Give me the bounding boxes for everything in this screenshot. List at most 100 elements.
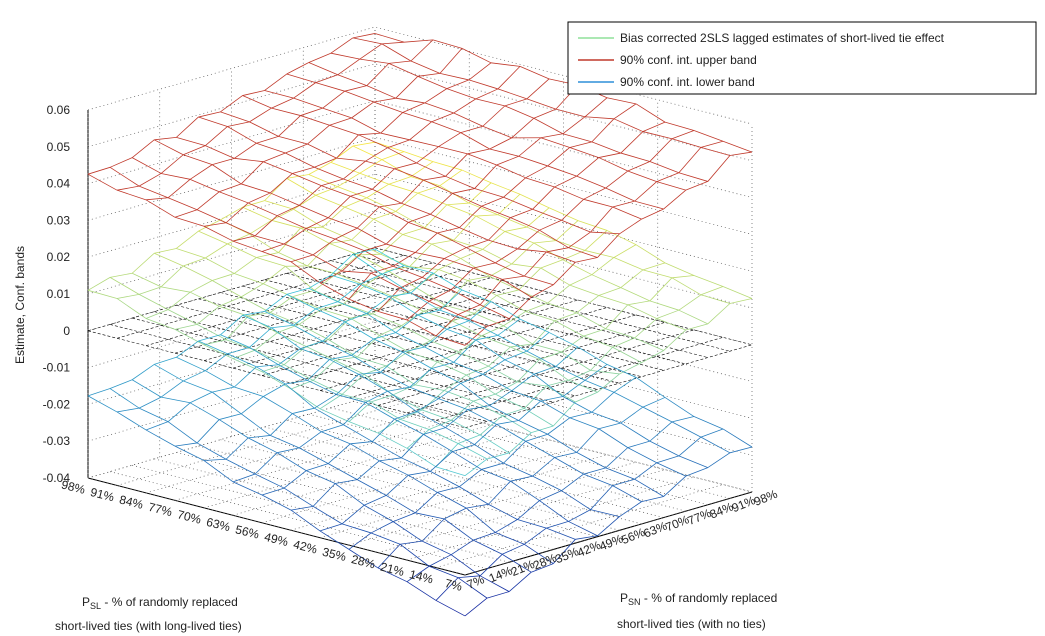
surface-mesh-line	[263, 383, 286, 397]
surface-mesh-line	[203, 339, 227, 346]
surface-mesh-line	[555, 240, 586, 251]
surface-mesh-line	[421, 518, 445, 542]
surface-mesh-line	[379, 334, 409, 353]
surface-mesh-line	[357, 227, 387, 245]
surface-mesh-line	[524, 543, 554, 564]
surface-mesh-line	[395, 332, 425, 348]
surface-mesh-line	[131, 252, 155, 274]
surface-mesh-line	[466, 507, 496, 533]
surface-mesh-line	[87, 395, 118, 413]
surface-mesh-line	[341, 393, 372, 403]
surface-mesh-line	[474, 188, 504, 198]
surface-mesh-line	[131, 272, 162, 288]
surface-mesh-line	[160, 265, 184, 288]
surface-mesh-line	[504, 105, 535, 119]
surface-mesh-line	[380, 234, 403, 255]
surface-mesh-line	[453, 339, 477, 363]
floor-gridline	[264, 426, 642, 525]
surface-mesh-line	[409, 266, 439, 270]
surface-mesh-line	[519, 318, 550, 333]
surface-mesh-line	[468, 202, 499, 216]
surface-mesh-line	[189, 280, 213, 293]
surface-mesh-line	[212, 164, 242, 185]
surface-mesh-line	[583, 328, 606, 337]
surface-mesh-line	[138, 396, 162, 409]
surface-mesh-line	[254, 215, 278, 237]
surface-mesh-line	[319, 523, 343, 532]
surface-mesh-line	[299, 204, 329, 219]
surface-mesh-line	[511, 263, 541, 269]
surface-mesh-line	[305, 217, 329, 229]
surface-mesh-line	[373, 338, 403, 353]
surface-mesh-line	[254, 332, 278, 351]
surface-mesh-line	[539, 219, 562, 231]
surface-mesh-line	[357, 356, 387, 367]
surface-mesh-line	[336, 393, 366, 403]
surface-mesh-line	[590, 206, 613, 233]
surface-mesh-line	[421, 258, 445, 278]
surface-mesh-line	[138, 407, 169, 423]
surface-mesh-line	[176, 230, 199, 249]
surface-mesh-line	[212, 157, 235, 166]
surface-mesh-line	[292, 166, 315, 174]
surface-mesh-line	[446, 320, 470, 330]
surface-mesh-line	[584, 116, 614, 120]
surface-mesh-line	[546, 247, 569, 253]
surface-mesh-line	[401, 325, 431, 342]
floor-gridline	[261, 439, 550, 524]
surface-mesh-line	[486, 318, 510, 327]
surface-mesh-line	[300, 227, 330, 244]
surface-mesh-line	[438, 146, 468, 155]
surface-mesh-line	[450, 289, 481, 306]
surface-mesh-line	[445, 153, 468, 177]
surface-mesh-line	[329, 354, 352, 360]
surface-mesh-line	[562, 116, 586, 135]
surface-mesh-line	[372, 313, 402, 327]
surface-mesh-line	[211, 391, 242, 415]
floor-gridline	[198, 445, 576, 544]
surface-mesh-line	[392, 394, 423, 411]
surface-mesh-line	[416, 398, 439, 412]
y-axis-label-line2: short-lived ties (with no ties)	[617, 617, 766, 631]
surface-mesh-line	[511, 242, 535, 265]
surface-mesh-line	[664, 262, 695, 276]
surface-mesh-line	[503, 325, 533, 345]
surface-mesh-line	[532, 475, 562, 492]
surface-mesh-line	[488, 480, 511, 505]
surface-mesh-line	[518, 137, 542, 157]
surface-mesh-line	[87, 388, 111, 397]
surface-mesh-line	[642, 121, 666, 132]
surface-mesh-line	[423, 434, 453, 452]
surface-mesh-line	[525, 311, 555, 322]
surface-mesh-line	[466, 239, 489, 248]
surface-mesh-line	[438, 258, 461, 270]
surface-mesh-line	[479, 575, 510, 592]
surface-mesh-line	[249, 107, 272, 123]
surface-mesh-line	[343, 424, 373, 442]
surface-mesh-line	[459, 205, 482, 228]
surface-mesh-line	[486, 452, 510, 460]
surface-mesh-line	[583, 187, 606, 200]
surface-mesh-line	[479, 434, 510, 454]
floor-gridline	[176, 452, 554, 550]
surface-mesh-line	[577, 220, 608, 231]
surface-mesh-line	[308, 52, 332, 63]
surface-mesh-line	[627, 170, 657, 182]
surface-mesh-line	[240, 413, 271, 436]
surface-mesh-line	[337, 186, 367, 199]
surface-mesh-line	[379, 460, 409, 476]
surface-mesh-line	[364, 243, 387, 252]
surface-mesh-line	[584, 250, 615, 258]
surface-mesh-line	[285, 143, 308, 154]
surface-mesh-line	[300, 107, 323, 116]
surface-mesh-line	[490, 62, 521, 67]
surface-mesh-line	[196, 442, 227, 460]
surface-mesh-line	[370, 394, 394, 403]
surface-mesh-line	[203, 225, 234, 242]
surface-mesh-line	[261, 487, 285, 496]
surface-mesh-line	[408, 470, 431, 476]
surface-mesh-line	[322, 226, 352, 241]
y-tick-label: 7%	[465, 572, 487, 592]
surface-mesh-line	[555, 108, 586, 118]
surface-mesh-line	[671, 138, 702, 148]
